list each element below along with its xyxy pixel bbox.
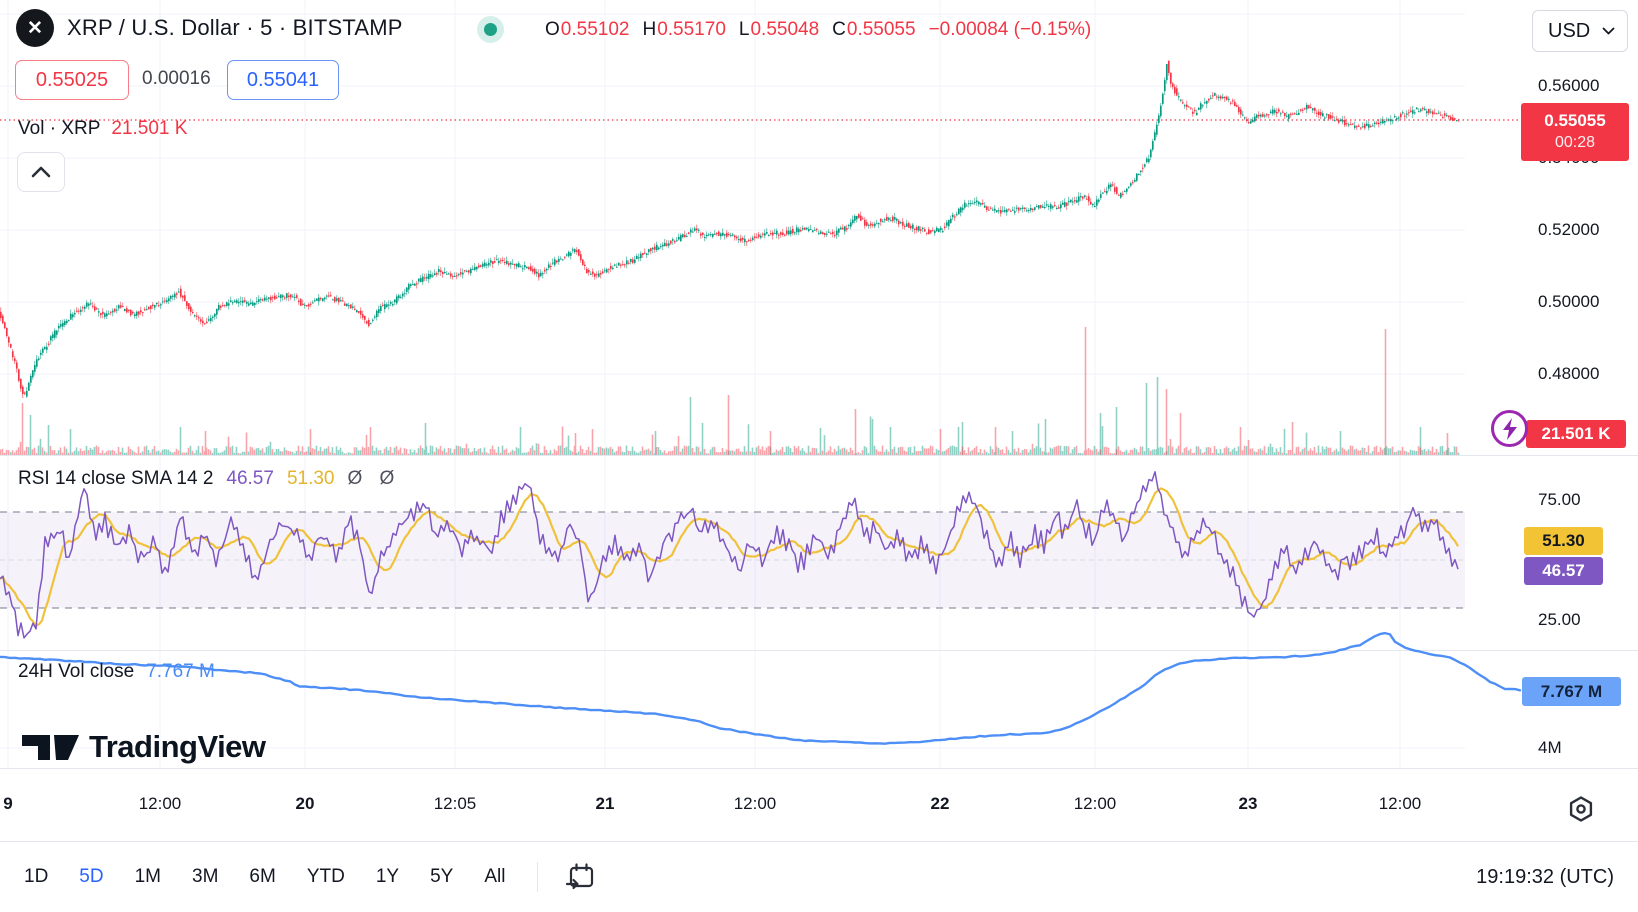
sell-bid-button[interactable]: 0.55025 [15,60,129,100]
vol24h-axis-label: 4M [1538,738,1562,757]
rsi-sma-value: 51.30 [286,468,335,489]
volume-badge: 21.501 K [1526,420,1626,448]
range-1y[interactable]: 1Y [375,866,400,887]
time-axis-tick: 12:00 [1378,794,1422,813]
currency-dropdown[interactable]: USD [1532,10,1628,52]
axis-settings-button[interactable] [1563,791,1599,827]
range-6m[interactable]: 6M [249,866,276,887]
range-ytd[interactable]: YTD [306,866,345,887]
close-label: C [832,19,846,40]
range-5d[interactable]: 5D [79,866,104,887]
last-price-badge: 0.55055 00:28 [1521,103,1629,161]
time-axis-tick: 12:05 [433,794,477,813]
range-all[interactable]: All [484,866,506,887]
time-axis-tick: 12:00 [733,794,777,813]
range-1d[interactable]: 1D [24,866,49,887]
time-axis-tick: 22 [930,794,950,813]
flash-boost-button[interactable] [1491,410,1528,447]
price-axis-label: 0.50000 [1538,292,1600,311]
high-label: H [642,19,657,40]
go-to-date-button[interactable] [562,858,600,896]
rsi-badge: 46.57 [1524,557,1603,585]
range-3m[interactable]: 3M [192,866,219,887]
chevron-up-icon [31,166,51,178]
time-axis-tick: 9 [3,794,13,813]
time-axis-tick: 21 [595,794,615,813]
collapse-panel-button[interactable] [17,152,65,192]
tradingview-wordmark: TradingView [89,729,266,764]
open-label: O [545,19,560,40]
volume-value: 21.501 K [111,118,188,139]
rsi-title: RSI 14 close SMA 14 2 [18,468,214,489]
range-1m[interactable]: 1M [134,866,161,887]
volume-label: Vol · XRP [18,118,101,139]
chevron-down-icon [1602,27,1615,35]
calendar-icon [566,863,594,890]
symbol-header: ✕ XRP / U.S. Dollar · 5 · BITSTAMP [16,9,403,47]
high-value: 0.55170 [657,19,726,40]
price-axis-label: 0.48000 [1538,364,1600,383]
ohlc-readout: O 0.55102 H 0.55170 L 0.55048 C 0.55055 −0.0… [545,19,1091,41]
rsi-study-legend[interactable]: RSI 14 close SMA 14 2 46.57 51.30 Ø Ø [18,468,400,490]
vol24h-title: 24H Vol close [18,661,135,682]
price-axis-label: 0.56000 [1538,76,1600,95]
tradingview-mark-icon [22,735,79,760]
vol24h-badge: 7.767 M [1522,677,1621,706]
price-axis-label: 0.52000 [1538,220,1600,239]
time-axis-tick: 12:00 [1073,794,1117,813]
rsi-value: 46.57 [226,468,274,489]
vol24h-value: 7.767 M [146,661,215,682]
time-axis-tick: 23 [1238,794,1258,813]
close-value: 0.55055 [846,19,916,40]
chart-plot-area[interactable] [0,0,1638,768]
rsi-axis-bottom-label: 25.00 [1538,610,1581,629]
open-value: 0.55102 [560,19,630,40]
last-price-value: 0.55055 [1544,111,1606,130]
rsi-sma-badge: 51.30 [1524,527,1603,555]
tradingview-logo[interactable]: TradingView [22,729,266,765]
time-axis[interactable]: 9 12:00 20 12:05 21 12:00 22 12:00 23 12:00 [0,768,1638,841]
utc-clock[interactable]: 19:19:32 (UTC) [1476,865,1614,888]
market-status-indicator[interactable] [477,16,504,43]
range-5y[interactable]: 5Y [430,866,454,887]
spread-value: 0.00016 [142,68,211,89]
toolbar-divider [537,862,539,892]
lightning-bolt-icon [1502,417,1517,440]
low-value: 0.55048 [750,19,820,40]
rsi-empty-values: Ø Ø [347,468,401,489]
date-range-switcher: 1D 5D 1M 3M 6M YTD 1Y 5Y All [22,863,507,891]
bar-countdown: 00:28 [1554,134,1596,151]
time-axis-tick: 12:00 [138,794,182,813]
bottom-toolbar: 1D 5D 1M 3M 6M YTD 1Y 5Y All 19:19:32 (UTC) [0,841,1638,912]
xrp-logo-icon: ✕ [16,9,54,47]
time-axis-tick: 20 [295,794,315,813]
symbol-title[interactable]: XRP / U.S. Dollar · 5 · BITSTAMP [67,15,403,40]
currency-selected: USD [1548,19,1591,42]
change-value: −0.00084 (−0.15%) [928,19,1092,40]
gear-icon [1569,796,1593,822]
low-label: L [738,19,750,40]
volume-study-legend[interactable]: Vol · XRP 21.501 K [18,118,187,140]
market-open-dot-icon [484,23,497,36]
buy-ask-button[interactable]: 0.55041 [227,60,339,100]
vol24h-study-legend[interactable]: 24H Vol close 7.767 M [18,661,215,683]
rsi-axis-top-label: 75.00 [1538,490,1581,509]
